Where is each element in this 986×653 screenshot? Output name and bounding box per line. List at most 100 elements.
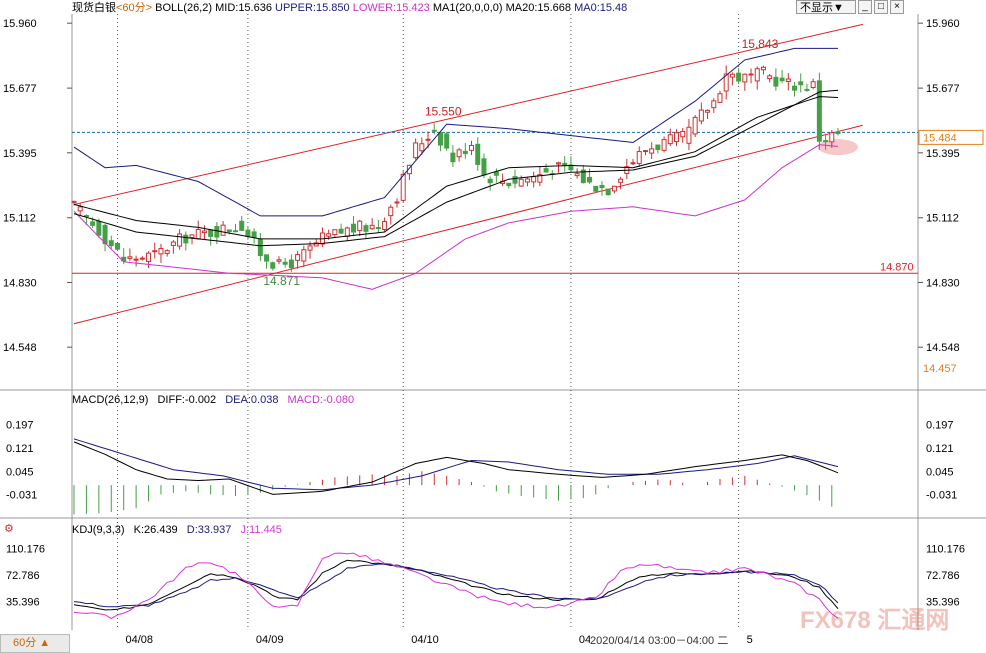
candlestick[interactable]	[754, 66, 760, 90]
candlestick[interactable]	[406, 164, 412, 180]
candlestick[interactable]	[661, 136, 667, 153]
macd-name[interactable]: MACD(26,12,9)	[72, 394, 149, 406]
kdj-settings-icon[interactable]: ⚙	[4, 523, 14, 535]
minimize-button[interactable]: _	[858, 0, 872, 14]
hide-indicator-dropdown[interactable]: 不显示▼	[796, 0, 856, 14]
candlestick[interactable]	[705, 109, 711, 120]
candlestick[interactable]	[500, 173, 506, 187]
candlestick[interactable]	[462, 143, 468, 159]
candlestick[interactable]	[792, 81, 798, 97]
candlestick[interactable]	[108, 235, 114, 249]
candlestick[interactable]	[301, 245, 307, 268]
boll-indicator-name[interactable]: BOLL(26,2)	[155, 2, 213, 14]
candlestick[interactable]	[152, 242, 158, 259]
candlestick[interactable]	[599, 181, 605, 196]
candlestick[interactable]	[767, 74, 773, 83]
candlestick[interactable]	[674, 129, 680, 147]
candlestick[interactable]	[226, 229, 232, 235]
candlestick[interactable]	[394, 198, 400, 208]
candlestick[interactable]	[251, 228, 257, 244]
candlestick[interactable]	[611, 185, 617, 194]
candlestick[interactable]	[456, 147, 462, 162]
candlestick[interactable]	[220, 221, 226, 236]
candlestick[interactable]	[139, 256, 145, 261]
candlestick[interactable]	[649, 142, 655, 160]
candlestick[interactable]	[804, 83, 810, 92]
candlestick[interactable]	[587, 168, 593, 184]
candlestick[interactable]	[351, 215, 357, 237]
candlestick[interactable]	[717, 90, 723, 103]
candlestick[interactable]	[493, 168, 499, 183]
candlestick[interactable]	[313, 239, 319, 247]
candlestick[interactable]	[636, 146, 642, 167]
kdj-name[interactable]: KDJ(9,3,3)	[72, 524, 125, 536]
candlestick[interactable]	[419, 137, 425, 155]
candlestick[interactable]	[177, 229, 183, 250]
period-label[interactable]: <60分>	[116, 2, 153, 14]
candlestick[interactable]	[531, 171, 537, 188]
candlestick[interactable]	[506, 182, 512, 189]
candlestick[interactable]	[382, 217, 388, 232]
candlestick[interactable]	[357, 219, 363, 237]
candlestick[interactable]	[338, 223, 344, 235]
candlestick[interactable]	[723, 65, 729, 100]
candlestick[interactable]	[450, 145, 456, 167]
candlestick[interactable]	[742, 73, 748, 91]
candlestick[interactable]	[245, 226, 251, 240]
candlestick[interactable]	[810, 78, 816, 90]
candlestick[interactable]	[369, 218, 375, 230]
candlestick[interactable]	[295, 250, 301, 269]
candlestick[interactable]	[692, 115, 698, 138]
candlestick[interactable]	[748, 68, 754, 84]
candlestick[interactable]	[667, 128, 673, 147]
candlestick[interactable]	[605, 188, 611, 196]
candlestick[interactable]	[344, 226, 350, 241]
candlestick[interactable]	[555, 161, 561, 173]
candlestick[interactable]	[158, 243, 164, 263]
candlestick[interactable]	[618, 176, 624, 190]
candlestick[interactable]	[282, 257, 288, 268]
candlestick[interactable]	[562, 156, 568, 172]
candlestick[interactable]	[363, 223, 369, 240]
candlestick[interactable]	[189, 234, 195, 245]
candlestick[interactable]	[524, 177, 530, 187]
candlestick[interactable]	[568, 156, 574, 173]
candlestick[interactable]	[798, 73, 804, 93]
candlestick[interactable]	[201, 225, 207, 241]
candlestick[interactable]	[593, 185, 599, 194]
candlestick[interactable]	[164, 249, 170, 257]
candlestick[interactable]	[773, 68, 779, 91]
period-tab[interactable]: 60分 ▲	[0, 634, 70, 653]
candlestick[interactable]	[469, 140, 475, 156]
candlestick[interactable]	[413, 138, 419, 160]
candlestick[interactable]	[195, 220, 201, 240]
candlestick[interactable]	[431, 123, 437, 135]
candlestick[interactable]	[736, 67, 742, 85]
candlestick[interactable]	[170, 240, 176, 254]
candlestick[interactable]	[829, 130, 835, 148]
candlestick[interactable]	[257, 232, 263, 261]
candlestick[interactable]	[816, 72, 822, 150]
candlestick[interactable]	[208, 228, 214, 246]
close-button[interactable]: ×	[890, 0, 904, 14]
candlestick[interactable]	[332, 229, 338, 238]
candlestick[interactable]	[630, 158, 636, 166]
candlestick[interactable]	[183, 231, 189, 251]
ma-indicator-name[interactable]: MA1(20,0,0,0)	[432, 2, 503, 14]
candlestick[interactable]	[319, 227, 325, 248]
candlestick[interactable]	[698, 102, 704, 125]
candlestick[interactable]	[388, 204, 394, 225]
candlestick[interactable]	[680, 127, 686, 143]
candlestick[interactable]	[642, 150, 648, 156]
candlestick[interactable]	[375, 219, 381, 233]
candlestick[interactable]	[729, 72, 735, 86]
candlestick[interactable]	[239, 216, 245, 231]
restore-button[interactable]: □	[874, 0, 888, 14]
candlestick[interactable]	[543, 163, 549, 173]
candlestick[interactable]	[574, 168, 580, 179]
candlestick[interactable]	[270, 261, 276, 271]
candlestick[interactable]	[785, 73, 791, 91]
candlestick[interactable]	[437, 131, 443, 152]
candlestick[interactable]	[127, 248, 133, 261]
candlestick[interactable]	[580, 165, 586, 184]
